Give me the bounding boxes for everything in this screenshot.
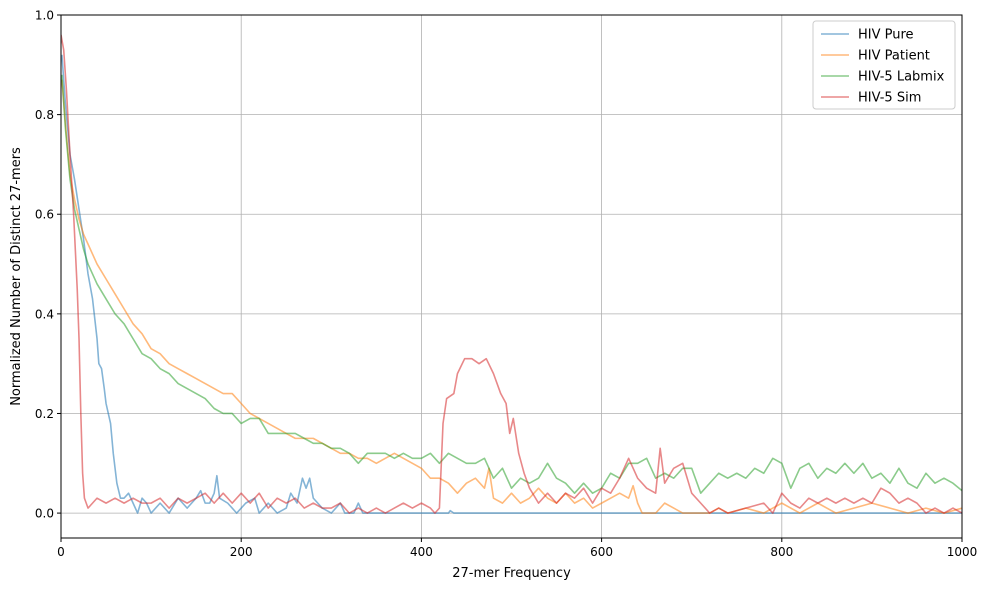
series-layer <box>61 34 962 514</box>
x-tick-label: 800 <box>770 545 793 559</box>
y-tick-label: 0.4 <box>35 307 54 321</box>
series-line-hiv-5-sim <box>61 34 962 514</box>
x-tick-label: 600 <box>590 545 613 559</box>
legend: HIV Pure HIV Patient HIV-5 Labmix HIV-5 Sim <box>812 20 956 110</box>
legend-label-hiv-5-sim: HIV-5 Sim <box>858 91 921 106</box>
x-tick-label: 200 <box>230 545 253 559</box>
plot-frame <box>60 14 963 539</box>
legend-label-hiv-5-labmix: HIV-5 Labmix <box>858 70 945 85</box>
series-line-hiv-patient <box>61 79 962 514</box>
y-tick-label: 1.0 <box>35 9 54 23</box>
x-tick-label: 400 <box>410 545 433 559</box>
legend-label-hiv-pure: HIV Pure <box>858 28 914 43</box>
tick-layer: 0 200 400 600 800 1000 0.0 0.2 0.4 0.6 0.8 1.0 <box>35 9 977 560</box>
legend-entries: HIV Pure HIV Patient HIV-5 Labmix HIV-5 Sim <box>821 28 945 106</box>
y-tick-label: 0.0 <box>35 507 54 521</box>
series-line-hiv-5-labmix <box>61 74 962 494</box>
y-tick-label: 0.6 <box>35 208 54 222</box>
series-line-hiv-pure <box>61 54 962 514</box>
y-tick-label: 0.8 <box>35 108 54 122</box>
legend-label-hiv-patient: HIV Patient <box>858 49 930 64</box>
legend-box <box>812 20 956 110</box>
x-axis-label: 27-mer Frequency <box>452 566 571 581</box>
y-tick-label: 0.2 <box>35 407 54 421</box>
y-axis-label: Normalized Number of Distinct 27-mers <box>9 147 24 406</box>
x-tick-label: 1000 <box>947 545 978 559</box>
x-tick-label: 0 <box>57 545 65 559</box>
